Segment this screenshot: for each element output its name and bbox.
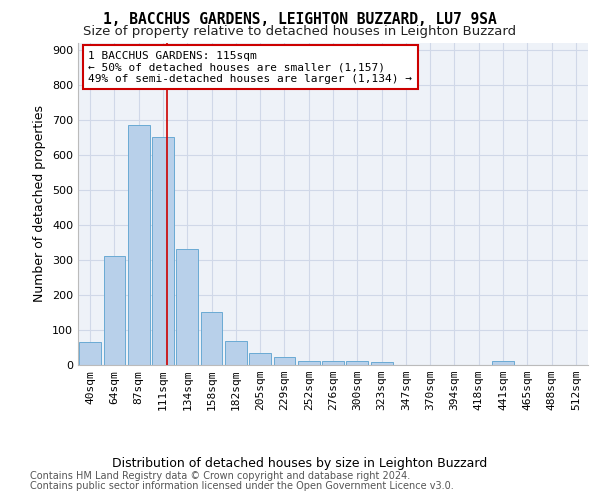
Bar bbox=[79, 342, 101, 365]
Text: Distribution of detached houses by size in Leighton Buzzard: Distribution of detached houses by size … bbox=[112, 458, 488, 470]
Bar bbox=[152, 137, 174, 365]
Bar bbox=[128, 125, 149, 365]
Bar bbox=[298, 361, 320, 365]
Text: Size of property relative to detached houses in Leighton Buzzard: Size of property relative to detached ho… bbox=[83, 25, 517, 38]
Y-axis label: Number of detached properties: Number of detached properties bbox=[34, 106, 46, 302]
Bar bbox=[249, 352, 271, 365]
Bar bbox=[346, 362, 368, 365]
Bar bbox=[176, 250, 198, 365]
Bar bbox=[322, 361, 344, 365]
Bar bbox=[200, 312, 223, 365]
Bar bbox=[225, 341, 247, 365]
Bar bbox=[104, 256, 125, 365]
Bar bbox=[274, 358, 295, 365]
Bar bbox=[492, 361, 514, 365]
Bar bbox=[371, 362, 392, 365]
Text: 1, BACCHUS GARDENS, LEIGHTON BUZZARD, LU7 9SA: 1, BACCHUS GARDENS, LEIGHTON BUZZARD, LU… bbox=[103, 12, 497, 28]
Text: Contains HM Land Registry data © Crown copyright and database right 2024.: Contains HM Land Registry data © Crown c… bbox=[30, 471, 410, 481]
Text: 1 BACCHUS GARDENS: 115sqm
← 50% of detached houses are smaller (1,157)
49% of se: 1 BACCHUS GARDENS: 115sqm ← 50% of detac… bbox=[88, 50, 412, 84]
Text: Contains public sector information licensed under the Open Government Licence v3: Contains public sector information licen… bbox=[30, 481, 454, 491]
